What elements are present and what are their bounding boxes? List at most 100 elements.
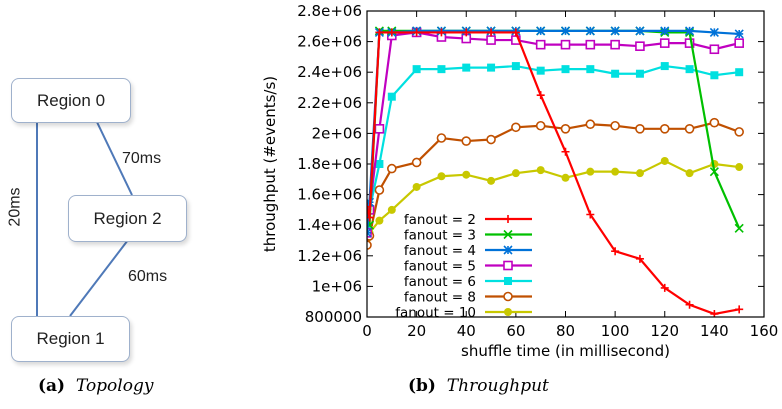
marker-filled-circle <box>437 172 446 181</box>
legend-label: fanout = 4 <box>404 243 476 259</box>
marker-plus <box>387 28 396 37</box>
series-fanout5 <box>367 27 744 238</box>
x-tick-label: 60 <box>506 322 525 340</box>
marker-plus <box>511 28 520 37</box>
marker-filled-square <box>586 65 595 74</box>
marker-plus <box>487 28 496 37</box>
marker-plus <box>437 28 446 37</box>
marker-filled-circle <box>635 169 644 178</box>
marker-plus <box>367 213 374 222</box>
marker-circle <box>734 127 744 137</box>
link-region0-region2 <box>95 119 133 196</box>
y-tick-label: 2e+06 <box>312 124 362 142</box>
marker-filled-square <box>685 65 694 74</box>
marker-square <box>635 41 645 51</box>
y-tick-label: 2.2e+06 <box>297 94 362 112</box>
throughput-chart: 800000 1e+06 1.2e+06 1.4e+06 1.6e+06 1.8e+06 2… <box>261 2 778 360</box>
legend-label: fanout = 3 <box>404 228 476 244</box>
y-tick-label: 2.8e+06 <box>297 2 362 20</box>
region-1-node: Region 1 <box>11 316 130 362</box>
y-tick-label: 1.2e+06 <box>297 247 362 265</box>
caption-b-text: Throughput <box>446 376 549 396</box>
marker-square <box>659 38 670 48</box>
marker-filled-square <box>710 71 719 80</box>
marker-filled-circle <box>504 308 512 316</box>
caption-b-label: (b) <box>408 376 436 396</box>
marker-square <box>709 44 720 55</box>
marker-plus <box>660 283 669 292</box>
series-fanout2 <box>367 28 744 317</box>
x-tick-label: 0 <box>362 322 372 340</box>
y-tick-label: 1e+06 <box>312 277 362 295</box>
marker-star <box>660 26 670 36</box>
y-tick-label: 1.6e+06 <box>297 186 362 204</box>
marker-circle <box>585 119 596 130</box>
marker-circle <box>560 124 571 134</box>
marker-filled-square <box>660 62 669 71</box>
marker-filled-circle <box>462 170 471 179</box>
marker-filled-square <box>437 65 446 74</box>
marker-x <box>367 220 375 230</box>
marker-filled-square <box>536 66 545 75</box>
marker-star <box>585 26 595 36</box>
marker-x <box>709 167 719 177</box>
marker-star <box>560 26 571 36</box>
x-tick-label: 140 <box>700 322 729 340</box>
marker-star <box>635 26 645 36</box>
marker-filled-circle <box>511 169 520 178</box>
x-tick-label: 80 <box>556 322 575 340</box>
marker-star <box>536 26 546 36</box>
marker-plus <box>635 254 644 263</box>
caption-a-label: (a) <box>38 376 66 396</box>
marker-filled-circle <box>735 163 744 172</box>
marker-square <box>374 124 385 134</box>
legend-label: fanout = 5 <box>404 259 476 275</box>
marker-circle <box>387 163 397 174</box>
marker-plus <box>375 28 384 37</box>
latency-label-70ms: 70ms <box>122 150 162 167</box>
marker-square <box>610 39 620 50</box>
marker-circle <box>503 291 513 302</box>
marker-star <box>610 26 620 36</box>
marker-circle <box>610 120 620 131</box>
marker-circle <box>367 240 372 250</box>
marker-plus <box>504 215 512 223</box>
caption-a-text: Topology <box>75 376 154 396</box>
marker-filled-circle <box>412 182 421 191</box>
marker-square <box>734 38 744 48</box>
marker-filled-square <box>412 65 421 74</box>
marker-filled-square <box>511 62 520 71</box>
marker-filled-square <box>462 63 471 72</box>
legend-label: fanout = 2 <box>404 212 476 228</box>
latency-label-20ms: 20ms <box>6 187 24 227</box>
marker-plus <box>412 28 421 37</box>
marker-filled-circle <box>536 166 545 175</box>
latency-label-60ms: 60ms <box>128 268 168 285</box>
marker-filled-circle <box>685 169 694 178</box>
x-axis-label: shuffle time (in millisecond) <box>461 342 670 360</box>
marker-filled-circle <box>387 205 396 214</box>
marker-circle <box>635 124 645 134</box>
y-tick-label: 800000 <box>305 308 362 326</box>
marker-star <box>709 27 719 37</box>
marker-star <box>503 245 513 255</box>
series-line <box>367 64 740 229</box>
legend-label: fanout = 8 <box>404 290 476 306</box>
marker-star <box>684 26 695 36</box>
marker-square <box>486 35 496 45</box>
caption-b: (b) Throughput <box>408 376 549 396</box>
y-tick-label: 2.4e+06 <box>297 63 362 81</box>
marker-filled-circle <box>487 176 496 185</box>
marker-circle <box>511 122 521 133</box>
marker-filled-square <box>561 65 570 74</box>
marker-filled-circle <box>660 156 669 165</box>
marker-square <box>503 260 513 271</box>
marker-filled-square <box>635 69 644 78</box>
marker-plus <box>462 28 471 37</box>
y-tick-label: 1.4e+06 <box>297 216 362 234</box>
marker-x <box>503 229 513 240</box>
marker-x <box>734 223 744 233</box>
topology-links <box>36 119 133 317</box>
plot-frame <box>366 10 765 318</box>
